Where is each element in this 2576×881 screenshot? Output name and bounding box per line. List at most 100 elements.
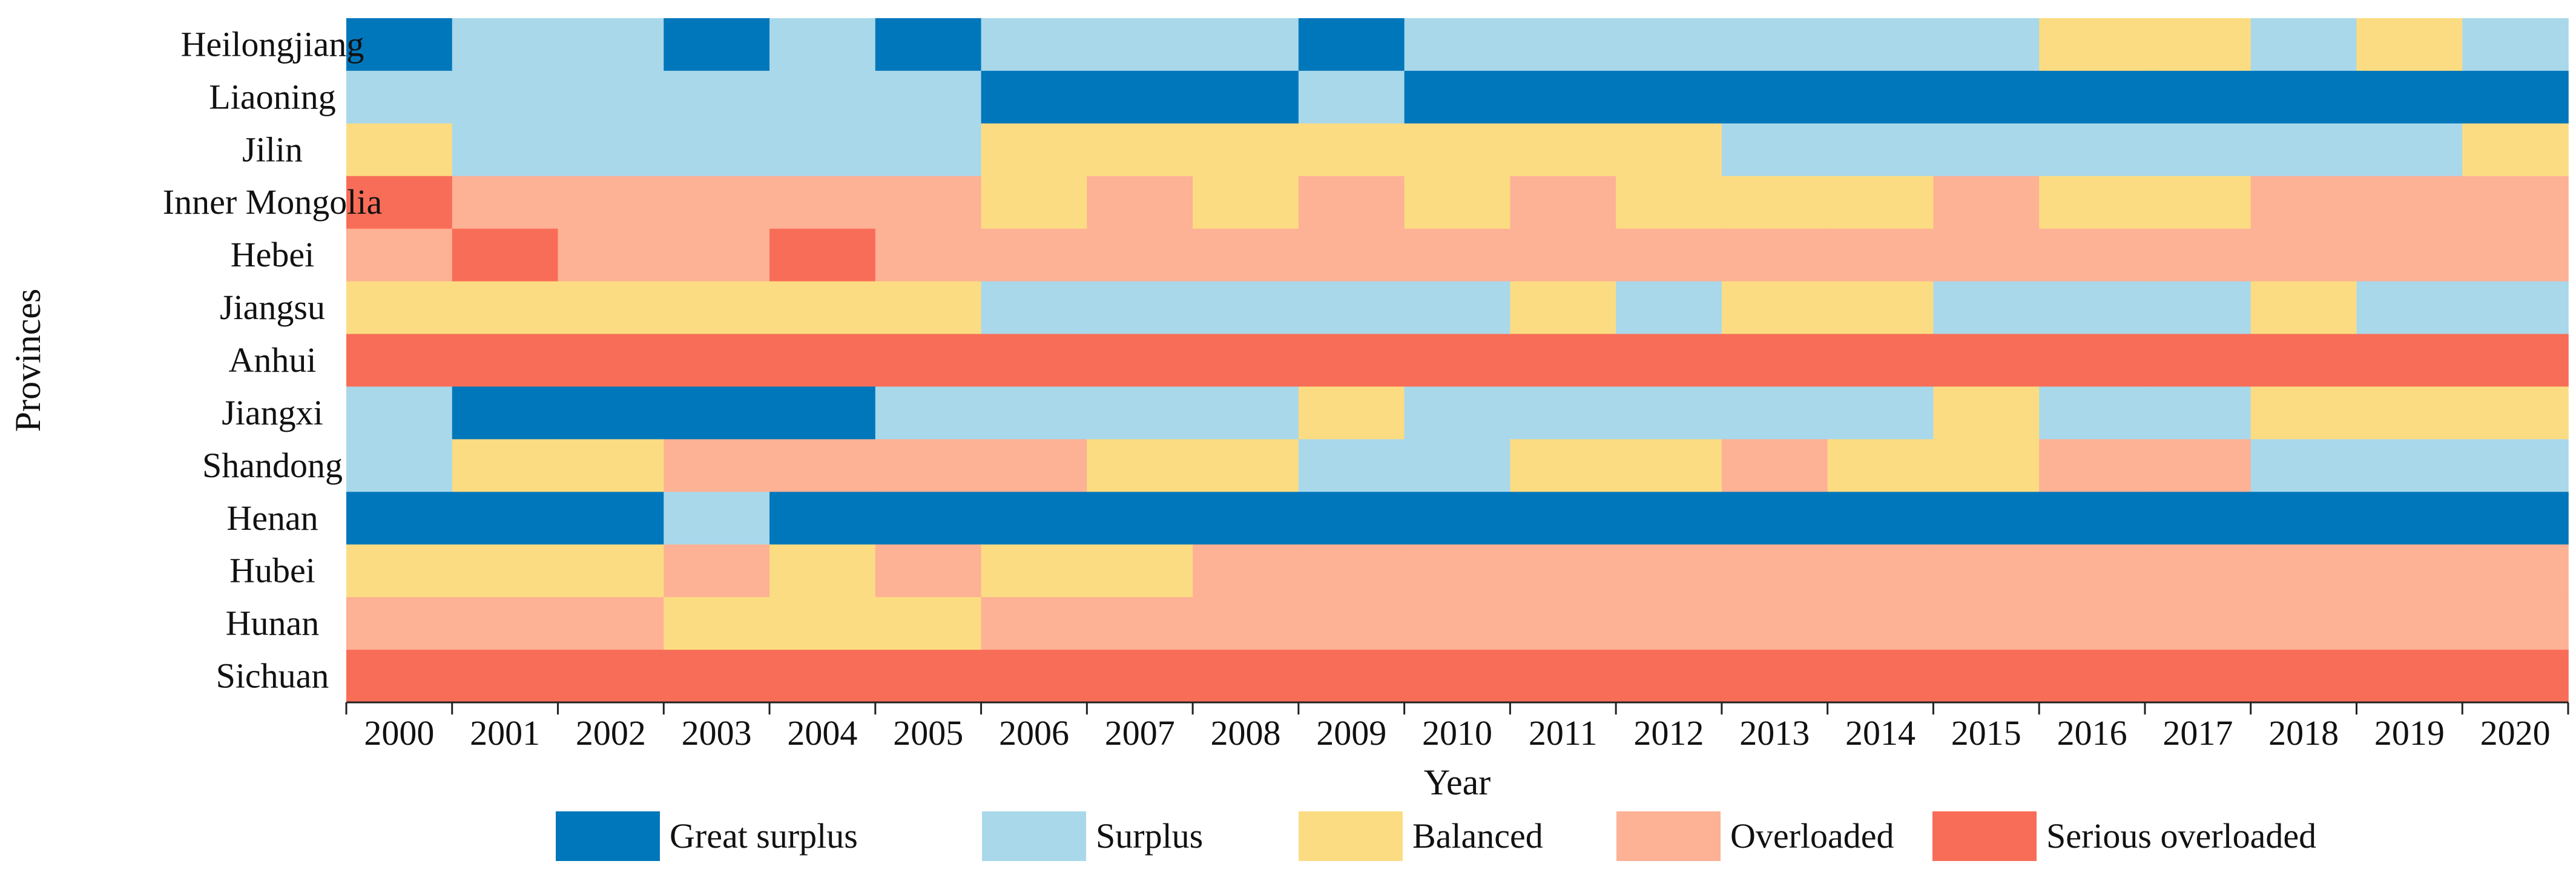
heatmap-cell xyxy=(452,18,559,71)
legend-swatch xyxy=(1299,811,1403,861)
heatmap-cell xyxy=(558,334,665,388)
heatmap-cell xyxy=(981,334,1088,388)
province-label: Jiangxi xyxy=(222,393,323,432)
heatmap-cell xyxy=(769,650,876,703)
heatmap-cell xyxy=(2039,123,2146,177)
heatmap-cell xyxy=(1298,70,1405,124)
heatmap-cell xyxy=(664,228,770,282)
heatmap-cell xyxy=(1616,492,1722,546)
heatmap-cell xyxy=(1510,544,1616,598)
heatmap-cell xyxy=(1298,650,1405,703)
year-tick-label: 2003 xyxy=(682,713,752,753)
heatmap-cell xyxy=(2356,70,2463,124)
heatmap-cell xyxy=(2144,228,2252,282)
heatmap-cell xyxy=(1193,123,1299,177)
heatmap-cell xyxy=(452,334,559,388)
heatmap-cell xyxy=(981,123,1088,177)
year-tick-label: 2018 xyxy=(2268,713,2339,753)
heatmap-cell xyxy=(2250,334,2357,388)
heatmap-cell xyxy=(1510,386,1616,440)
heatmap-cell xyxy=(2462,176,2569,229)
heatmap-cell xyxy=(346,597,453,650)
heatmap-cell xyxy=(346,544,453,598)
heatmap-cell xyxy=(452,386,559,440)
year-tick-label: 2007 xyxy=(1105,713,1175,753)
legend-label: Serious overloaded xyxy=(2046,816,2316,856)
heatmap-cell xyxy=(1510,334,1616,388)
heatmap-cell xyxy=(1827,334,1934,388)
heatmap-cell xyxy=(875,281,982,335)
year-tick-label: 2006 xyxy=(999,713,1069,753)
heatmap-cell xyxy=(981,597,1088,650)
heatmap-cell xyxy=(2039,492,2146,546)
heatmap-cell xyxy=(452,281,559,335)
heatmap-cell xyxy=(769,544,876,598)
heatmap-cell xyxy=(1616,386,1722,440)
heatmap-cell xyxy=(981,70,1088,124)
heatmap-cell xyxy=(2039,334,2146,388)
heatmap-cell xyxy=(2144,597,2252,650)
heatmap-cell xyxy=(1298,334,1405,388)
heatmap-cell xyxy=(346,176,453,229)
heatmap-cell xyxy=(875,70,982,124)
heatmap-cell xyxy=(1087,492,1193,546)
heatmap-cell xyxy=(558,597,665,650)
heatmap-cell xyxy=(1721,597,1828,650)
heatmap-cell xyxy=(875,123,982,177)
heatmap-cell xyxy=(1404,334,1511,388)
heatmap-cell xyxy=(1721,70,1828,124)
heatmap-cell xyxy=(2462,70,2569,124)
heatmap-cell xyxy=(769,597,876,650)
heatmap-cell xyxy=(875,544,982,598)
heatmap-cell xyxy=(346,650,453,703)
heatmap-cell xyxy=(1510,123,1616,177)
heatmap-cell xyxy=(2250,281,2357,335)
heatmap-cell xyxy=(2144,439,2252,493)
heatmap-cell xyxy=(1933,176,2040,229)
heatmap-cell xyxy=(664,597,770,650)
heatmap-cell xyxy=(1087,70,1193,124)
heatmap-cell xyxy=(1298,176,1405,229)
heatmap-cell xyxy=(452,544,559,598)
heatmap-cell xyxy=(664,281,770,335)
heatmap-cell xyxy=(1933,439,2040,493)
year-tick-label: 2019 xyxy=(2374,713,2445,753)
heatmap-cell xyxy=(2462,18,2569,71)
heatmap-cell xyxy=(1510,492,1616,546)
heatmap-cell xyxy=(1404,544,1511,598)
heatmap-cell xyxy=(2144,386,2252,440)
year-tick-label: 2017 xyxy=(2163,713,2233,753)
heatmap-cell xyxy=(981,492,1088,546)
heatmap-cell xyxy=(981,18,1088,71)
heatmap-cell xyxy=(558,176,665,229)
heatmap-cell xyxy=(1404,70,1511,124)
heatmap-cell xyxy=(1721,650,1828,703)
heatmap-cell xyxy=(2356,544,2463,598)
year-tick-label: 2005 xyxy=(893,713,963,753)
heatmap-cell xyxy=(1616,228,1722,282)
province-label: Henan xyxy=(226,498,318,538)
heatmap-cell xyxy=(558,18,665,71)
heatmap-cell xyxy=(2462,650,2569,703)
heatmap-cell xyxy=(769,281,876,335)
heatmap-cell xyxy=(875,439,982,493)
heatmap-cell xyxy=(452,70,559,124)
heatmap-cell xyxy=(2462,544,2569,598)
heatmap-cell xyxy=(1933,123,2040,177)
heatmap-cells xyxy=(346,18,2569,703)
year-tick-label: 2001 xyxy=(470,713,540,753)
heatmap-cell xyxy=(1510,597,1616,650)
heatmap-cell xyxy=(1933,281,2040,335)
heatmap-cell xyxy=(346,281,453,335)
heatmap-cell xyxy=(558,492,665,546)
heatmap-cell xyxy=(2039,386,2146,440)
heatmap-cell xyxy=(1827,544,1934,598)
heatmap-cell xyxy=(2144,176,2252,229)
year-tick-label: 2014 xyxy=(1845,713,1916,753)
heatmap-cell xyxy=(1404,650,1511,703)
heatmap-cell xyxy=(1193,544,1299,598)
heatmap-cell xyxy=(558,386,665,440)
province-label: Jilin xyxy=(242,130,303,169)
heatmap-cell xyxy=(2356,439,2463,493)
heatmap-cell xyxy=(1087,597,1193,650)
